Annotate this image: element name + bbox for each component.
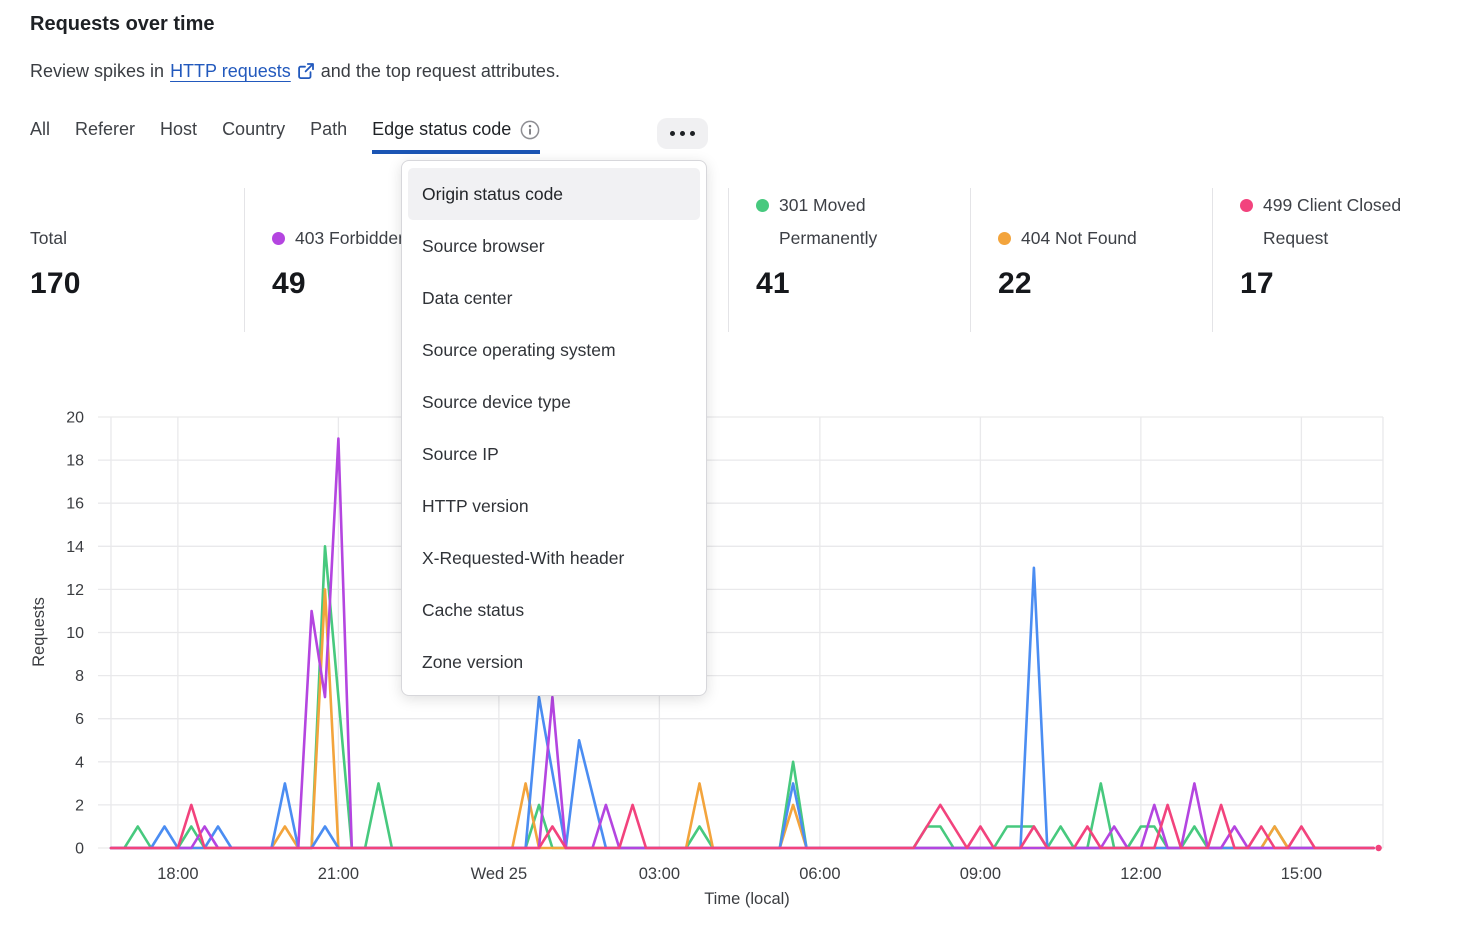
legend-dot	[756, 199, 769, 212]
stat-value: 22	[998, 267, 1032, 300]
stat-divider	[970, 188, 971, 332]
menu-item-x-requested-with-header[interactable]: X-Requested-With header	[422, 548, 625, 568]
stat-divider	[728, 188, 729, 332]
attribute-dropdown-menu: Origin status code Source browser Data cen…	[401, 160, 707, 696]
stat-card-499-client-closed-request[interactable]: 499 Client Closed Request 17	[1240, 188, 1421, 301]
tab-host[interactable]: Host	[160, 119, 198, 139]
page-title: Requests over time	[30, 13, 215, 35]
stat-value: 17	[1240, 267, 1274, 300]
subtitle-text: and the top request attributes.	[320, 61, 560, 81]
stat-label: 499 Client Closed Request	[1263, 195, 1402, 248]
menu-item-data-center[interactable]: Data center	[422, 288, 513, 308]
more-horizontal-icon	[670, 131, 695, 136]
stat-card-total: Total 170	[30, 188, 81, 301]
stat-divider	[1212, 188, 1213, 332]
stat-card-404-not-found[interactable]: 404 Not Found 22	[998, 188, 1137, 301]
stat-label: 404 Not Found	[1021, 228, 1137, 248]
legend-dot	[272, 232, 285, 245]
stat-value: 41	[756, 267, 790, 300]
subtitle-text: Review spikes in	[30, 61, 165, 81]
stat-label: 403 Forbidden	[295, 228, 408, 248]
stat-value: 49	[272, 267, 306, 300]
tab-path[interactable]: Path	[310, 119, 348, 139]
stat-value: 170	[30, 267, 81, 300]
menu-item-http-version[interactable]: HTTP version	[422, 496, 529, 516]
stat-divider	[244, 188, 245, 332]
menu-item-source-ip[interactable]: Source IP	[422, 444, 499, 464]
info-icon[interactable]	[520, 120, 540, 140]
tab-edge-status-code[interactable]: Edge status code	[372, 119, 541, 154]
stat-label: 301 Moved Permanently	[779, 195, 878, 248]
legend-dot	[1240, 199, 1253, 212]
stat-card-301-moved-permanently[interactable]: 301 Moved Permanently 41	[756, 188, 937, 301]
more-tabs-button[interactable]	[657, 118, 708, 149]
menu-item-source-device-type[interactable]: Source device type	[422, 392, 571, 412]
tab-country[interactable]: Country	[222, 119, 286, 139]
external-link-icon[interactable]	[297, 62, 315, 80]
stat-label: Total	[30, 228, 67, 248]
menu-item-origin-status-code[interactable]: Origin status code	[408, 168, 700, 220]
menu-item-zone-version[interactable]: Zone version	[422, 652, 524, 672]
breakdown-tabs: All Referer Host Country Path Edge status co…	[30, 119, 541, 154]
menu-item-cache-status[interactable]: Cache status	[422, 600, 525, 620]
tab-label: Edge status code	[372, 119, 512, 139]
legend-dot	[998, 232, 1011, 245]
stat-card-403-forbidden[interactable]: 403 Forbidden 49	[272, 188, 408, 301]
tab-all[interactable]: All	[30, 119, 51, 139]
menu-item-source-browser[interactable]: Source browser	[422, 236, 545, 256]
tab-referer[interactable]: Referer	[75, 119, 136, 139]
menu-item-source-operating-system[interactable]: Source operating system	[422, 340, 616, 360]
page-subtitle: Review spikes in HTTP requests and the t…	[30, 61, 560, 82]
http-requests-link[interactable]: HTTP requests	[170, 61, 291, 81]
